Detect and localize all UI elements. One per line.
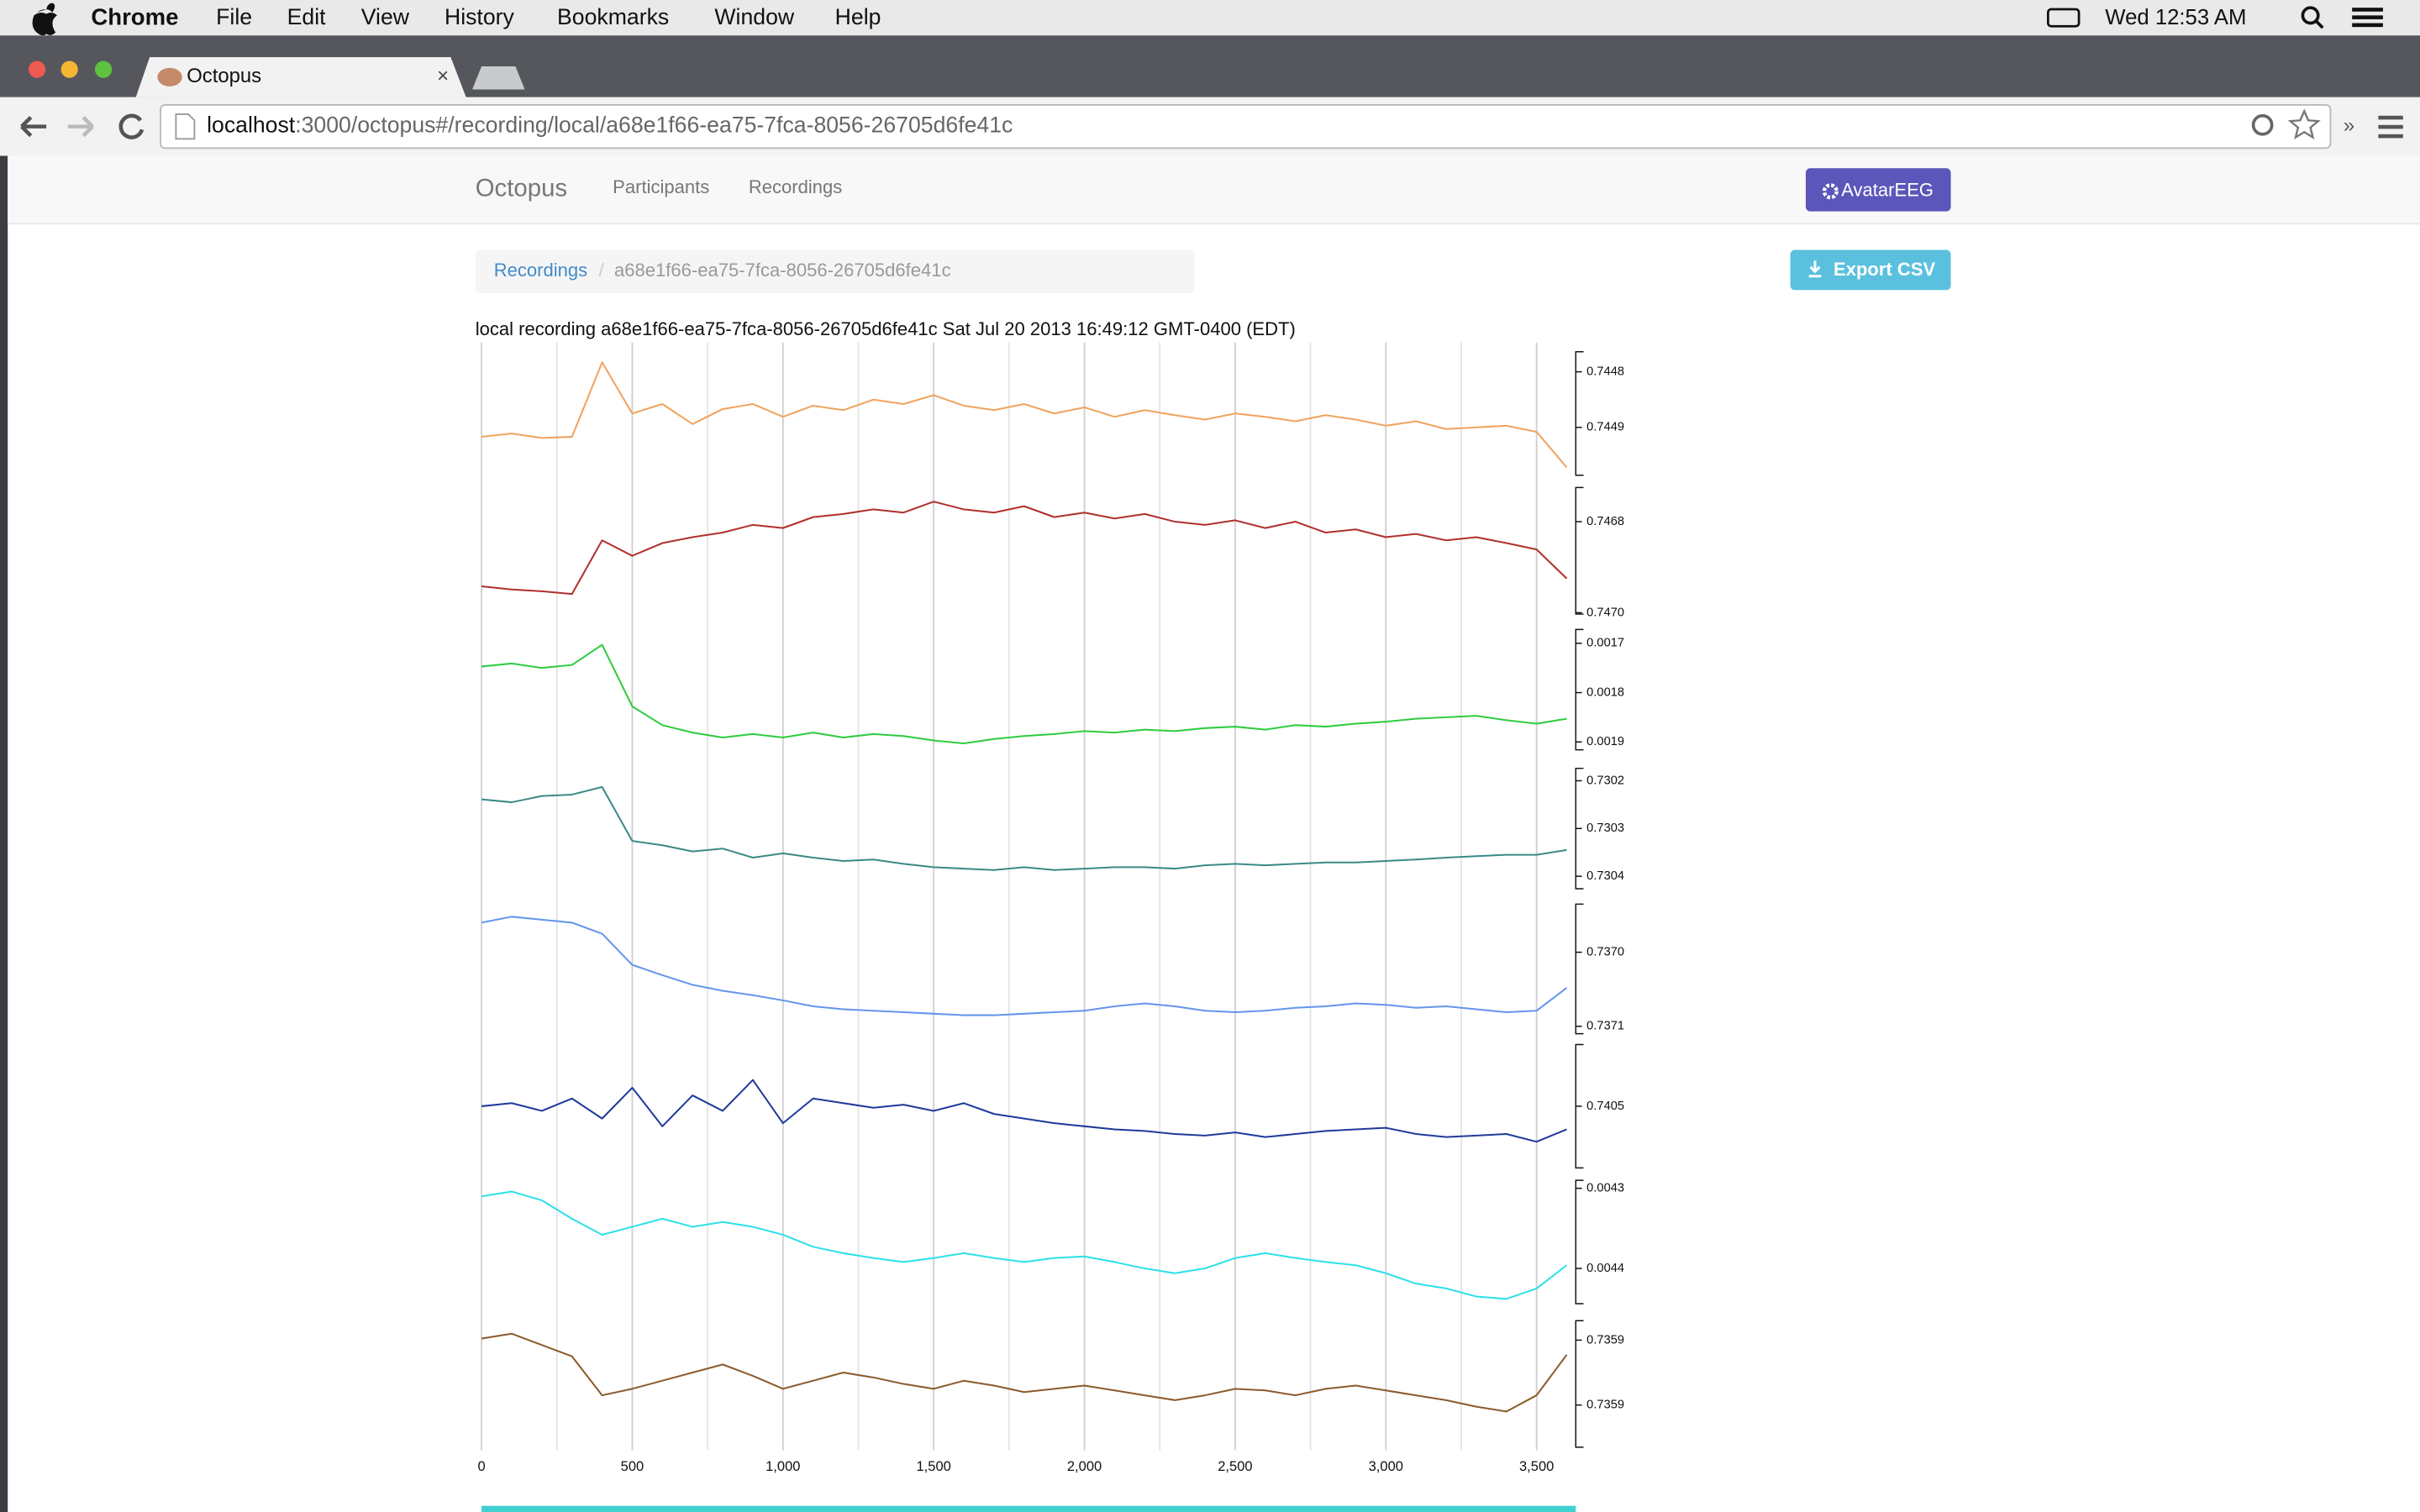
signal-line [481, 361, 1568, 469]
avatar-button-label: AvatarEEG [1841, 180, 1933, 201]
export-button[interactable] [1790, 249, 1951, 291]
y-tick-label: 0.0018 [1586, 685, 1624, 699]
x-tick-label: 0 [477, 1458, 485, 1474]
signal-line [481, 916, 1568, 1016]
breadcrumb-current: a68e1f66-ea75-7fca-8056-26705d6fe41c [614, 260, 951, 281]
menu-item[interactable]: File [216, 4, 252, 29]
x-tick-label: 3,000 [1369, 1458, 1403, 1474]
spotlight[interactable] [2301, 6, 2320, 25]
clock[interactable]: Wed 12:53 AM [2105, 6, 2246, 29]
url[interactable]: localhost:3000/octopus#/recording/local/… [207, 113, 1013, 138]
x-tick-label: 2,500 [1218, 1458, 1252, 1474]
reload-button[interactable] [118, 113, 145, 139]
x-tick-label: 1,000 [765, 1458, 800, 1474]
menu-item[interactable]: View [361, 4, 410, 29]
y-tick-label: 0.0044 [1586, 1262, 1624, 1275]
y-tick-label: 0.7359 [1586, 1399, 1624, 1412]
x-tick-label: 3,500 [1519, 1458, 1554, 1474]
chart-title: local recording a68e1f66-ea75-7fca-8056-… [476, 318, 1296, 339]
back-button[interactable] [20, 115, 47, 138]
signal-line [481, 1332, 1568, 1413]
y-tick-label: 0.7371 [1586, 1020, 1624, 1033]
y-tick-label: 0.7304 [1586, 869, 1624, 883]
y-tick-label: 0.0019 [1586, 735, 1624, 748]
brand[interactable]: Octopus [476, 175, 567, 202]
menu-item[interactable]: History [445, 4, 515, 29]
x-tick-label: 2,000 [1067, 1458, 1102, 1474]
y-tick-label: 0.0017 [1586, 637, 1624, 650]
menu-item[interactable]: Window [714, 4, 794, 29]
export-button-label: Export CSV [1833, 259, 1935, 280]
y-tick-label: 0.7468 [1586, 515, 1624, 528]
y-tick-label: 0.7449 [1586, 421, 1624, 434]
close-window[interactable] [28, 60, 46, 78]
active-tab[interactable] [135, 56, 466, 97]
signal-line [481, 1190, 1568, 1300]
breadcrumb [475, 249, 1195, 293]
extensions-overflow[interactable]: » [2344, 114, 2354, 137]
menu-list-icon[interactable] [2352, 8, 2383, 28]
nav-link[interactable]: Recordings [749, 176, 842, 197]
breadcrumb-divider: / [599, 260, 605, 281]
y-tick-label: 0.7359 [1586, 1333, 1624, 1347]
y-tick-label: 0.0043 [1586, 1182, 1624, 1195]
signal-line [481, 1079, 1567, 1143]
url-host: localhost [207, 113, 296, 138]
window-border [0, 155, 8, 1512]
apple-logo[interactable] [32, 3, 57, 36]
bookmark-star[interactable] [2287, 108, 2321, 140]
signal-line [481, 785, 1567, 871]
forward-button[interactable] [67, 115, 94, 138]
page-icon [175, 113, 196, 140]
y-tick-label: 0.7448 [1586, 365, 1624, 378]
download-icon [1808, 260, 1822, 278]
breadcrumb-link[interactable]: Recordings [494, 260, 587, 281]
menu-item[interactable]: Help [835, 4, 881, 29]
signal-line [481, 501, 1568, 596]
tab-close[interactable]: × [437, 65, 449, 87]
address-bar[interactable] [160, 103, 2332, 150]
navbar [8, 155, 2420, 224]
spotlight-handle [2315, 20, 2324, 29]
y-tick-label: 0.7470 [1586, 606, 1624, 619]
y-tick-label: 0.7370 [1586, 946, 1624, 959]
menu-item[interactable]: Edit [287, 4, 326, 29]
y-axis [1575, 1320, 1584, 1448]
url-path: :3000/octopus#/recording/local/a68e1f66-… [295, 113, 1013, 138]
gear-icon [1822, 183, 1839, 200]
battery[interactable] [2046, 8, 2081, 28]
chrome-menu[interactable] [2378, 115, 2403, 139]
x-tick-label: 1,500 [917, 1458, 951, 1474]
menubar [0, 0, 2420, 36]
y-tick-label: 0.7303 [1586, 822, 1624, 835]
y-axis [1575, 351, 1584, 476]
new-tab[interactable] [472, 66, 525, 90]
signal-line [481, 643, 1567, 745]
brush-bar[interactable] [481, 1505, 1576, 1512]
minimize-window[interactable] [60, 60, 78, 78]
menu-item[interactable]: Bookmarks [557, 4, 669, 29]
menu-app[interactable]: Chrome [91, 3, 178, 29]
chart: 0 500 1,000 1,500 2,000 2,500 3,000 3,500 0.7448… [477, 342, 1624, 1474]
y-tick-label: 0.7302 [1586, 774, 1624, 787]
tab-favicon [157, 67, 182, 87]
x-tick-label: 500 [621, 1458, 644, 1474]
y-axis [1575, 486, 1584, 615]
avatar-button[interactable] [1805, 168, 1951, 212]
y-tick-label: 0.7405 [1586, 1100, 1624, 1113]
zoom-window[interactable] [94, 60, 113, 78]
tab-title[interactable]: Octopus [187, 65, 261, 87]
nav-link[interactable]: Participants [613, 176, 709, 197]
y-axis [1575, 1179, 1584, 1305]
y-axis [1575, 628, 1584, 751]
zoom-icon[interactable] [2251, 113, 2274, 136]
y-axis [1575, 903, 1584, 1035]
